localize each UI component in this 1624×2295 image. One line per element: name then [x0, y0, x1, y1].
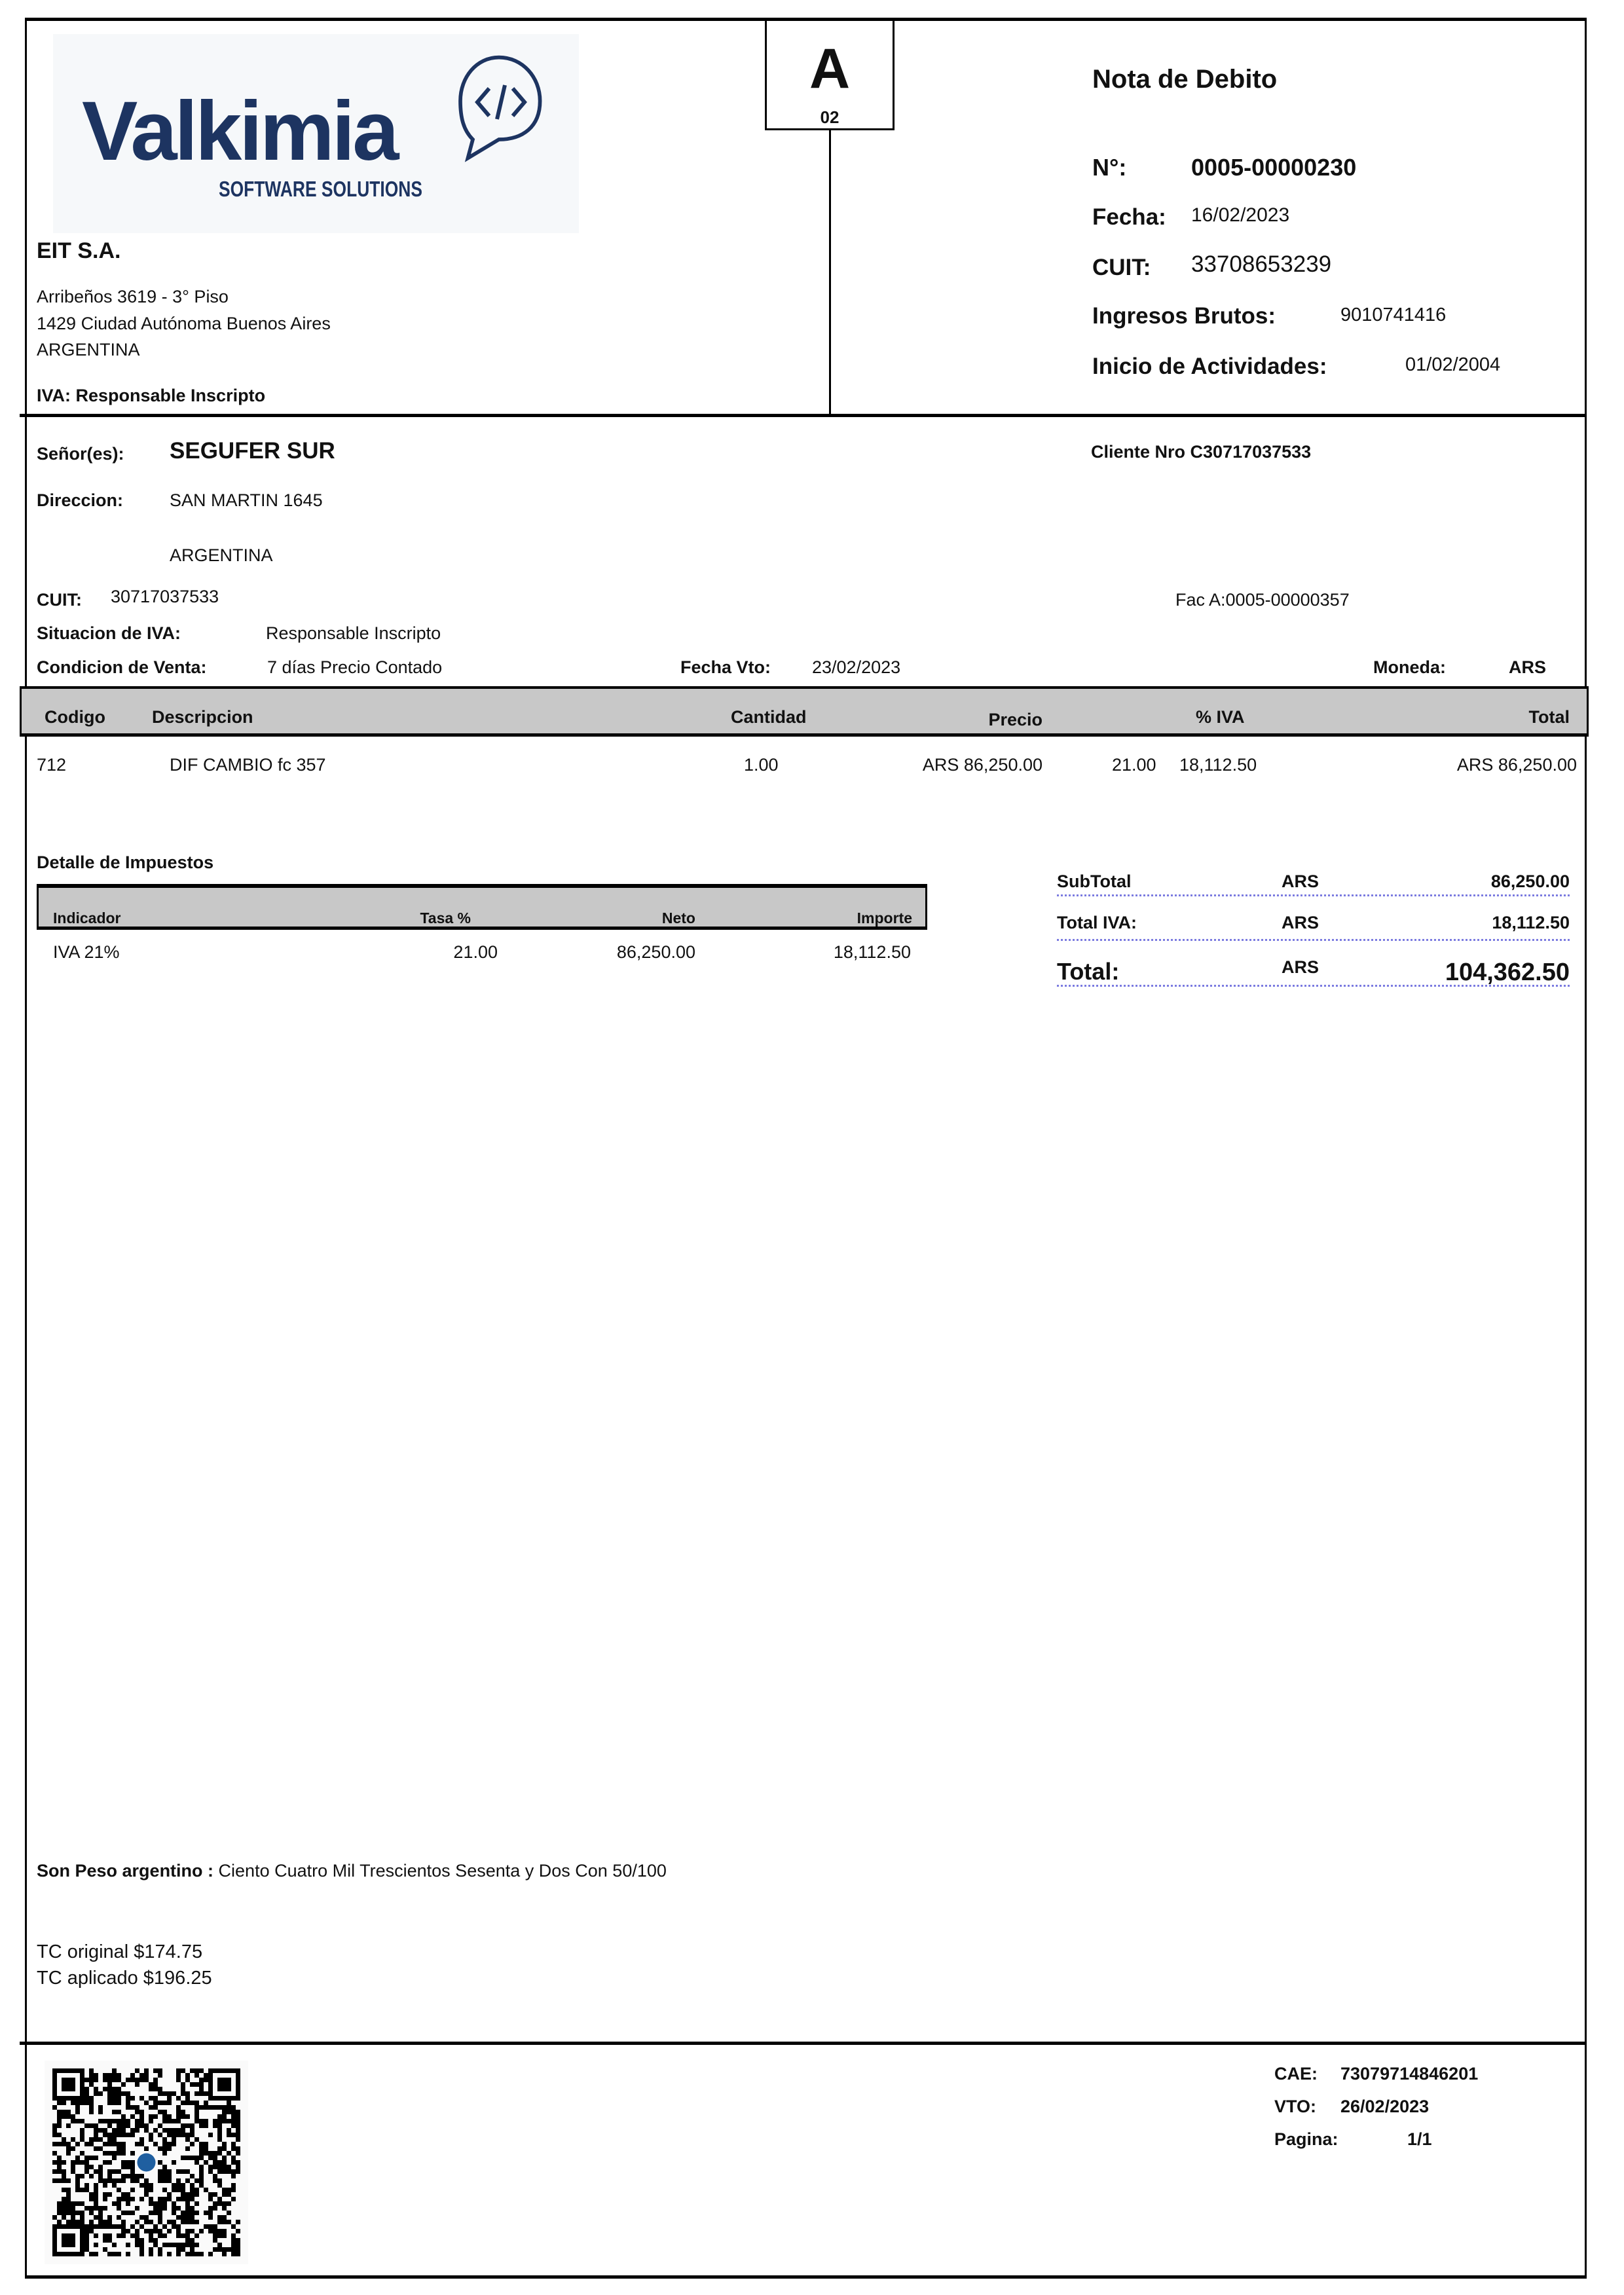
- vto-label: VTO:: [1274, 2097, 1317, 2116]
- row-cantidad: 1.00: [744, 755, 779, 775]
- fecha-vto-label: Fecha Vto:: [680, 657, 771, 677]
- afip-logo-icon: [137, 2153, 156, 2172]
- total-label: Total:: [1057, 958, 1120, 985]
- pagina-value: 1/1: [1407, 2129, 1432, 2149]
- direccion-value: SAN MARTIN 1645: [170, 490, 323, 510]
- header-divider: [20, 414, 1587, 417]
- son-text: Ciento Cuatro Mil Trescientos Sesenta y …: [218, 1861, 667, 1881]
- vto-value: 26/02/2023: [1340, 2097, 1430, 2116]
- cae-label: CAE:: [1274, 2064, 1318, 2084]
- qr-modules: [52, 2068, 240, 2256]
- total-iva-label: Total IVA:: [1057, 913, 1137, 932]
- situacion-iva-value: Responsable Inscripto: [266, 623, 441, 643]
- cuit-value: 33708653239: [1191, 251, 1332, 277]
- items-table-header: [20, 686, 1589, 737]
- iibb-label: Ingresos Brutos:: [1092, 303, 1276, 329]
- subtotal-value: 86,250.00: [1490, 872, 1570, 891]
- imp-col-neto: Neto: [661, 909, 695, 927]
- imp-tasa: 21.00: [453, 942, 498, 962]
- moneda-value: ARS: [1509, 657, 1547, 677]
- center-divider: [829, 130, 831, 415]
- condicion-label: Condicion de Venta:: [37, 657, 207, 677]
- fecha-vto-value: 23/02/2023: [812, 657, 901, 677]
- total-divider: [1057, 985, 1570, 987]
- letter-box: A 02: [765, 18, 895, 130]
- total-iva-divider: [1057, 939, 1570, 941]
- letter-code: 02: [820, 107, 840, 127]
- moneda-label: Moneda:: [1373, 657, 1446, 677]
- emisor-iva: IVA: Responsable Inscripto: [37, 386, 266, 405]
- cliente-name: SEGUFER SUR: [170, 438, 335, 464]
- pagina-label: Pagina:: [1274, 2129, 1338, 2149]
- inicio-value: 01/02/2004: [1405, 354, 1501, 375]
- cae-value: 73079714846201: [1340, 2064, 1479, 2084]
- total-value: 104,362.50: [1445, 959, 1570, 986]
- border-left: [25, 18, 27, 2279]
- cliente-country: ARGENTINA: [170, 545, 273, 565]
- senor-label: Señor(es):: [37, 444, 124, 464]
- emisor-address1: Arribeños 3619 - 3° Piso: [37, 287, 229, 306]
- impuestos-table-header: [37, 884, 927, 930]
- col-descripcion: Descripcion: [152, 707, 253, 727]
- row-codigo: 712: [37, 755, 67, 775]
- imp-col-importe: Importe: [857, 909, 912, 927]
- imp-col-tasa: Tasa %: [420, 909, 471, 927]
- company-logo: Valkimia SOFTWARE SOLUTIONS: [53, 34, 579, 233]
- border-top: [25, 18, 1587, 21]
- fecha-label: Fecha:: [1092, 204, 1166, 230]
- row-total: ARS 86,250.00: [1456, 755, 1577, 775]
- imp-neto: 86,250.00: [616, 942, 695, 962]
- emisor-address2: 1429 Ciudad Autónoma Buenos Aires: [37, 314, 331, 333]
- total-currency: ARS: [1282, 957, 1320, 977]
- border-bottom: [25, 2275, 1587, 2279]
- cliente-nro: Cliente Nro C30717037533: [1091, 442, 1312, 462]
- condicion-value: 7 días Precio Contado: [267, 657, 443, 677]
- emisor-name: EIT S.A.: [37, 238, 121, 263]
- afip-qr-code: [45, 2061, 248, 2264]
- total-iva-currency: ARS: [1282, 913, 1320, 932]
- cuit-label: CUIT:: [1092, 255, 1151, 280]
- fecha-value: 16/02/2023: [1191, 204, 1290, 226]
- iibb-value: 9010741416: [1340, 304, 1447, 325]
- footer-divider: [20, 2042, 1587, 2045]
- numero-label: N°:: [1092, 154, 1127, 181]
- direccion-label: Direccion:: [37, 490, 124, 510]
- imp-col-indicador: Indicador: [53, 909, 121, 927]
- row-iva-amt: 18,112.50: [1179, 755, 1257, 775]
- row-precio: ARS 86,250.00: [922, 755, 1043, 775]
- code-bubble-icon: [458, 55, 542, 162]
- imp-importe: 18,112.50: [833, 942, 911, 962]
- impuestos-title: Detalle de Impuestos: [37, 853, 214, 872]
- col-precio: Precio: [988, 710, 1043, 729]
- imp-indicador: IVA 21%: [53, 942, 120, 962]
- tc-original: TC original $174.75: [37, 1941, 203, 1962]
- col-codigo: Codigo: [45, 707, 105, 727]
- border-right: [1585, 18, 1587, 2279]
- letter: A: [809, 37, 851, 100]
- col-total: Total: [1528, 707, 1570, 727]
- fac-ref: Fac A:0005-00000357: [1175, 590, 1350, 610]
- col-cantidad: Cantidad: [731, 707, 807, 727]
- logo-brand: Valkimia: [82, 84, 399, 178]
- cliente-cuit-value: 30717037533: [111, 587, 219, 606]
- col-iva: % IVA: [1196, 707, 1245, 727]
- tc-aplicado: TC aplicado $196.25: [37, 1968, 212, 1989]
- situacion-iva-label: Situacion de IVA:: [37, 623, 181, 643]
- subtotal-divider: [1057, 894, 1570, 896]
- son-label: Son Peso argentino :: [37, 1861, 214, 1881]
- logo-tagline: SOFTWARE SOLUTIONS: [219, 177, 422, 201]
- doc-type: Nota de Debito: [1092, 65, 1278, 94]
- amount-in-words: Son Peso argentino : Ciento Cuatro Mil T…: [37, 1862, 667, 1880]
- emisor-country: ARGENTINA: [37, 340, 140, 359]
- row-descripcion: DIF CAMBIO fc 357: [170, 755, 326, 775]
- cliente-cuit-label: CUIT:: [37, 590, 82, 610]
- numero-value: 0005-00000230: [1191, 154, 1357, 181]
- inicio-label: Inicio de Actividades:: [1092, 354, 1327, 379]
- row-iva-pct: 21.00: [1112, 755, 1156, 775]
- subtotal-currency: ARS: [1282, 872, 1320, 891]
- subtotal-label: SubTotal: [1057, 872, 1132, 891]
- total-iva-value: 18,112.50: [1492, 913, 1570, 932]
